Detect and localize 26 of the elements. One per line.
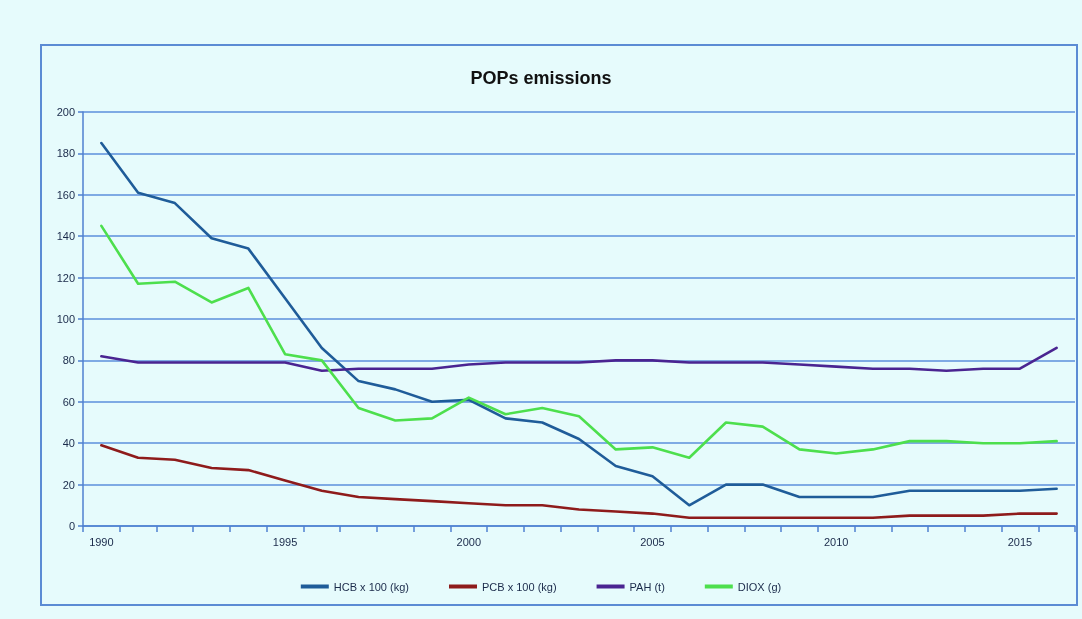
line-series — [100, 443, 1058, 520]
y-tick-label: 20 — [62, 478, 75, 491]
y-tick-label: 200 — [56, 106, 75, 118]
line-series — [100, 141, 1058, 507]
legend-label: DIOX (g) — [737, 580, 782, 593]
y-tick-label: 140 — [56, 230, 75, 243]
y-tick-label: 120 — [56, 271, 75, 284]
line-series — [100, 346, 1058, 373]
legend-label: PCB x 100 (kg) — [481, 580, 557, 593]
x-tick-label: 2015 — [1007, 535, 1033, 548]
y-tick-label: 180 — [56, 147, 75, 160]
line-series — [100, 224, 1058, 459]
x-tick-label: 2005 — [640, 535, 665, 548]
y-tick-label: 40 — [62, 437, 75, 450]
legend-label: PAH (t) — [629, 580, 665, 593]
x-tick-label: 2010 — [823, 535, 849, 548]
y-tick-label: 160 — [56, 188, 75, 201]
y-tick-label: 80 — [62, 354, 75, 367]
legend-label: HCB x 100 (kg) — [333, 580, 409, 593]
y-tick-label: 0 — [68, 520, 75, 532]
x-tick-label: 2000 — [456, 535, 482, 548]
x-tick-label: 1995 — [272, 535, 298, 548]
chart-title: POPs emissions — [470, 68, 612, 88]
y-tick-label: 60 — [62, 395, 75, 408]
x-tick-label: 1990 — [89, 535, 114, 548]
y-tick-label: 100 — [56, 313, 75, 325]
